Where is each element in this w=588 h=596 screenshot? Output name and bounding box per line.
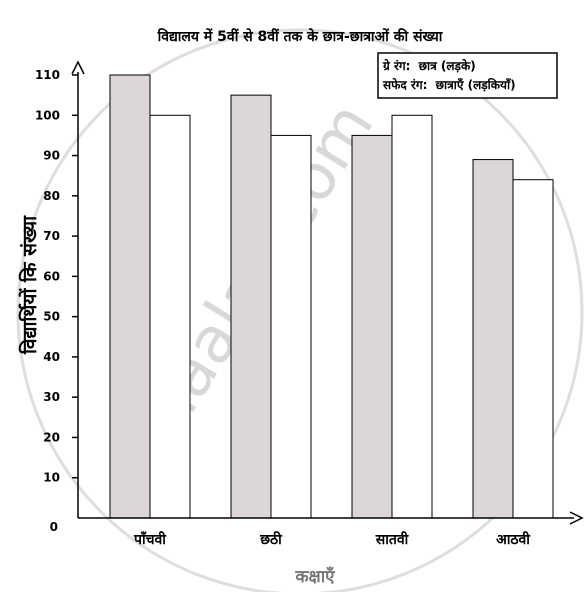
bar-boys [109,74,151,519]
y-tick-label: 0 [50,520,58,534]
bar-girls [149,114,191,519]
y-tick-label: 80 [43,189,60,203]
x-axis-label: कक्षाएँ [294,566,335,587]
legend: ग्रे रंग: छात्र (लड़के) सफेद रंग: छात्रा… [377,52,558,99]
y-tick-label: 110 [35,68,60,82]
y-tick-label: 50 [43,310,60,324]
bar-girls [391,114,433,519]
y-tick-label: 20 [43,430,60,444]
x-tick-label: आठवी [496,531,531,548]
y-tick-label: 90 [43,149,60,163]
x-tick-label: पाँचवी [133,531,167,548]
x-tick-label: छठी [259,531,283,548]
legend-prefix-girls: सफेद रंग: [382,78,427,92]
y-axis-arrow [71,60,85,75]
legend-entry-boys: ग्रे रंग: छात्र (लड़के) [382,59,476,73]
legend-entry-girls: सफेद रंग: छात्राएँ (लड़कियाँ) [382,78,516,92]
y-axis-label: विद्यार्थियों कि संख्या [18,215,41,355]
legend-prefix-boys: ग्रे रंग: [382,59,410,73]
chart-title: विद्यालय में 5वीं से 8वीं तक के छात्र-छा… [157,28,444,45]
y-tick-label: 30 [43,390,60,404]
y-tick-label: 70 [43,229,60,243]
bar-girls [512,179,554,519]
y-tick-label: 10 [43,471,60,485]
legend-label-boys: छात्र (लड़के) [418,59,476,73]
x-axis-arrow [569,511,584,525]
y-tick-label: 100 [35,108,60,122]
bar-boys [351,134,393,519]
bar-girls [270,134,312,519]
y-tick-label: 40 [43,350,60,364]
y-tick-label: 60 [43,269,60,283]
bar-boys [230,94,272,519]
legend-label-girls: छात्राएँ (लड़कियाँ) [435,78,516,92]
bar-boys [472,159,514,519]
legend-box [377,52,558,99]
x-tick-label: सातवी [375,531,410,548]
